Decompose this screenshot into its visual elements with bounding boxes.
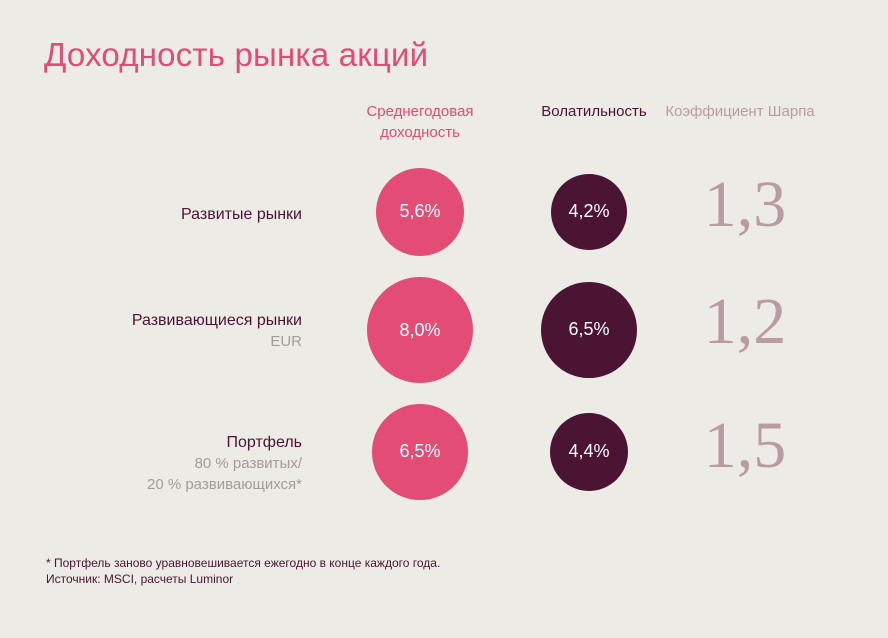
row-label-emerging-sub: EUR bbox=[270, 333, 302, 350]
row-label-portfolio-sub2: 20 % развивающихся* bbox=[146, 476, 302, 493]
footnote-source: Источник: MSCI, расчеты Luminor bbox=[46, 572, 234, 586]
return-circle-portfolio: 6,5% bbox=[372, 404, 468, 500]
return-circle-developed: 5,6% bbox=[375, 167, 465, 257]
column-header-sharpe: Коэффициент Шарпа bbox=[665, 103, 815, 120]
volatility-circle-portfolio: 4,4% bbox=[549, 412, 629, 492]
return-circle-emerging: 8,0% bbox=[367, 277, 473, 383]
sharpe-value-emerging: 1,2 bbox=[703, 285, 787, 358]
row-label-portfolio-title: Портфель bbox=[226, 434, 302, 451]
volatility-circle-developed: 4,2% bbox=[550, 173, 628, 251]
chart-title: Доходность рынка акций bbox=[44, 36, 429, 73]
row-label-emerging: Развивающиеся рынки EUR bbox=[132, 310, 302, 352]
sharpe-value-portfolio: 1,5 bbox=[703, 409, 787, 482]
row-label-portfolio: Портфель 80 % развитых/ 20 % развивающих… bbox=[147, 432, 302, 495]
footnote: * Портфель заново уравновешивается ежего… bbox=[46, 555, 440, 587]
row-label-developed-title: Развитые рынки bbox=[181, 206, 302, 223]
row-label-emerging-title: Развивающиеся рынки bbox=[131, 312, 302, 329]
footnote-note: * Портфель заново уравновешивается ежего… bbox=[46, 556, 441, 570]
row-label-developed: Развитые рынки bbox=[181, 204, 302, 225]
column-header-return: Среднегодовая доходность bbox=[366, 103, 474, 141]
sharpe-value-developed: 1,3 bbox=[703, 168, 787, 241]
volatility-circle-emerging: 6,5% bbox=[541, 282, 637, 378]
row-label-portfolio-sub1: 80 % развитых/ bbox=[194, 455, 302, 472]
column-header-volatility: Волатильность bbox=[541, 103, 647, 120]
